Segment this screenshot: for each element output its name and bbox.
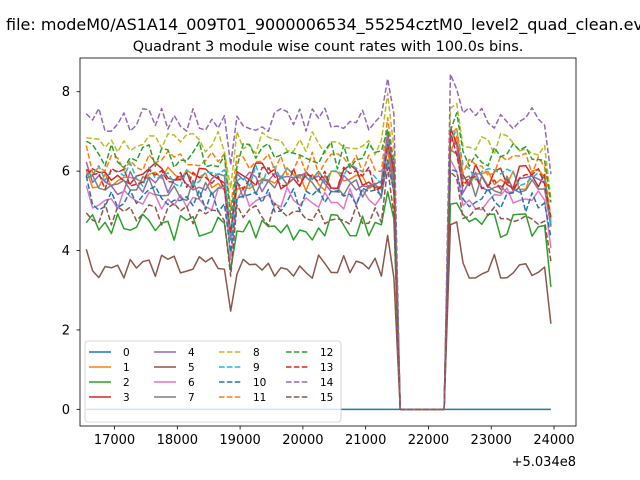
series-line-7 [86, 141, 552, 411]
legend-label-5: 5 [188, 362, 195, 374]
legend-label-9: 9 [253, 362, 260, 374]
legend-label-1: 1 [123, 362, 130, 374]
y-tick-label: 2 [62, 323, 70, 338]
legend-label-13: 13 [320, 362, 333, 374]
legend-label-6: 6 [188, 377, 195, 389]
y-tick-label: 8 [62, 85, 70, 100]
x-tick-label: 21000 [345, 433, 386, 448]
y-tick-label: 6 [62, 165, 70, 180]
legend-label-3: 3 [123, 392, 130, 404]
legend-label-12: 12 [320, 347, 333, 359]
series-line-3 [85, 126, 552, 411]
legend-label-8: 8 [253, 347, 260, 359]
series-line-15 [85, 166, 552, 411]
series-layer [85, 73, 552, 411]
legend-label-4: 4 [188, 347, 195, 359]
series-line-10 [85, 159, 552, 411]
legend-label-15: 15 [320, 392, 333, 404]
figure-suptitle: n file: modeM0/AS1A14_009T01_9000006534_… [0, 15, 640, 35]
x-tick-label: 22000 [408, 433, 449, 448]
legend-label-7: 7 [188, 392, 195, 404]
series-line-5 [85, 221, 552, 411]
x-tick-label: 23000 [471, 433, 512, 448]
series-line-12 [85, 112, 552, 411]
x-tick-label: 17000 [94, 433, 135, 448]
series-line-9 [86, 128, 552, 411]
legend-label-14: 14 [320, 377, 334, 389]
y-axis: 0 2 4 6 8 [62, 85, 80, 418]
x-tick-label: 24000 [533, 433, 574, 448]
legend-label-11: 11 [253, 392, 266, 404]
y-tick-label: 4 [62, 244, 70, 259]
x-axis: 17000 18000 19000 20000 21000 22000 23000 24000 [94, 426, 575, 448]
series-line-6 [85, 158, 552, 411]
x-offset-label: +5.034e8 [512, 455, 576, 470]
legend-label-0: 0 [123, 347, 130, 359]
x-tick-label: 19000 [219, 433, 260, 448]
chart-title: Quadrant 3 module wise count rates with … [133, 39, 524, 55]
plot-frame [79, 57, 577, 427]
legend-label-10: 10 [253, 377, 266, 389]
y-tick-label: 0 [62, 403, 70, 418]
x-tick-label: 20000 [282, 433, 323, 448]
series-line-11 [85, 116, 552, 411]
x-tick-label: 18000 [157, 433, 198, 448]
legend-frame [84, 340, 342, 423]
series-line-14 [85, 73, 552, 411]
series-line-8 [86, 92, 552, 411]
legend-label-2: 2 [123, 377, 130, 389]
series-line-13 [85, 130, 552, 411]
series-line-2 [85, 191, 552, 411]
